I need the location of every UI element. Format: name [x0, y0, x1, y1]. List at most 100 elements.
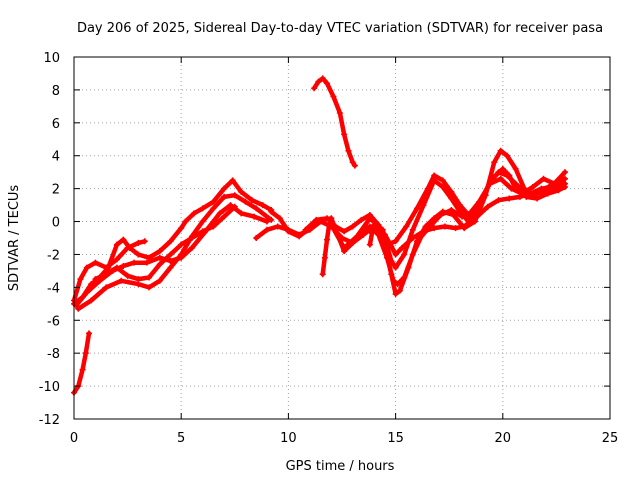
data-point-marker [465, 211, 472, 218]
data-point-marker [302, 226, 309, 233]
data-point-marker [135, 276, 142, 283]
series-trace-9 [302, 147, 566, 297]
data-point-marker [259, 202, 266, 209]
data-point-marker [499, 165, 506, 172]
data-point-marker [319, 75, 326, 82]
data-point-marker [82, 350, 89, 357]
data-point-marker [238, 210, 245, 217]
data-point-marker [251, 213, 258, 220]
data-point-marker [253, 235, 260, 241]
data-point-marker [146, 274, 153, 281]
data-point-marker [124, 272, 131, 279]
data-point-marker [141, 238, 148, 245]
data-point-marker [315, 78, 322, 85]
data-point-marker [156, 254, 163, 261]
data-point-marker [146, 284, 153, 291]
data-point-marker [75, 305, 82, 312]
data-point-marker [351, 162, 358, 169]
data-point-marker [321, 254, 328, 261]
data-point-marker [439, 183, 446, 190]
data-point-marker [508, 185, 515, 192]
data-point-marker [231, 192, 238, 199]
series-trace-13 [319, 221, 333, 278]
data-point-marker [118, 277, 125, 284]
series-trace-12 [311, 75, 358, 169]
data-point-marker [113, 256, 120, 263]
data-point-marker [366, 215, 373, 222]
data-point-marker [529, 183, 536, 190]
data-point-marker [77, 276, 84, 283]
data-point-marker [311, 85, 318, 92]
series-line [311, 76, 358, 168]
data-point-marker [534, 195, 541, 202]
y-tick-label: -8 [47, 347, 60, 362]
data-point-marker [263, 226, 270, 233]
data-point-marker [83, 289, 90, 296]
data-point-marker [103, 284, 110, 291]
data-point-marker [424, 185, 431, 192]
data-point-marker [392, 290, 399, 297]
data-point-marker [92, 259, 99, 266]
data-point-marker [486, 180, 493, 187]
series-trace-1 [71, 330, 93, 396]
data-point-marker [512, 180, 519, 187]
series-trace-11 [384, 169, 568, 248]
data-point-marker [285, 228, 292, 235]
data-point-marker [120, 236, 127, 243]
x-tick-label: 10 [280, 431, 297, 446]
chart-title: Day 206 of 2025, Sidereal Day-to-day VTE… [77, 21, 603, 36]
data-point-marker [409, 226, 416, 233]
data-point-marker [242, 198, 249, 205]
data-point-marker [388, 271, 395, 278]
data-point-marker [323, 236, 330, 243]
data-point-marker [156, 261, 163, 268]
data-point-marker [103, 271, 110, 278]
data-point-marker [471, 218, 478, 225]
data-point-marker [439, 177, 446, 184]
data-point-marker [349, 159, 356, 166]
data-point-marker [441, 223, 448, 230]
x-tick-label: 15 [387, 431, 404, 446]
data-point-marker [167, 264, 174, 271]
data-point-marker [330, 93, 337, 100]
data-point-marker [371, 221, 378, 228]
data-point-marker [113, 241, 120, 248]
data-point-marker [167, 238, 174, 245]
data-point-marker [349, 223, 356, 230]
data-point-marker [542, 185, 549, 192]
data-point-marker [497, 147, 504, 154]
data-point-marker [497, 175, 504, 182]
y-tick-label: -2 [47, 248, 60, 263]
data-point-marker [561, 169, 568, 176]
data-point-marker [199, 228, 206, 235]
data-point-marker [156, 248, 163, 255]
data-point-marker [450, 211, 457, 218]
y-tick-label: -10 [39, 380, 60, 395]
data-point-marker [92, 276, 99, 283]
data-point-marker [392, 264, 399, 271]
data-point-marker [326, 221, 333, 228]
data-point-marker [341, 244, 348, 251]
data-point-marker [405, 264, 412, 271]
data-point-marker [403, 223, 410, 230]
data-point-marker [341, 228, 348, 235]
data-point-marker [512, 165, 519, 172]
y-axis-label: SDTVAR / TECUs [7, 185, 22, 292]
data-point-marker [227, 202, 234, 209]
data-point-marker [131, 259, 138, 266]
data-point-marker [199, 205, 206, 212]
data-point-marker [555, 187, 562, 194]
data-point-marker [345, 147, 352, 154]
y-tick-label: -6 [47, 314, 60, 329]
data-point-marker [86, 330, 93, 337]
data-point-marker [143, 259, 150, 266]
data-point-marker [484, 203, 491, 210]
y-tick-label: -4 [47, 281, 60, 296]
data-point-marker [495, 197, 502, 204]
data-point-marker [231, 203, 238, 210]
plot-frame [73, 56, 611, 420]
data-point-marker [79, 366, 86, 373]
data-point-marker [188, 244, 195, 251]
data-point-marker [229, 177, 236, 184]
